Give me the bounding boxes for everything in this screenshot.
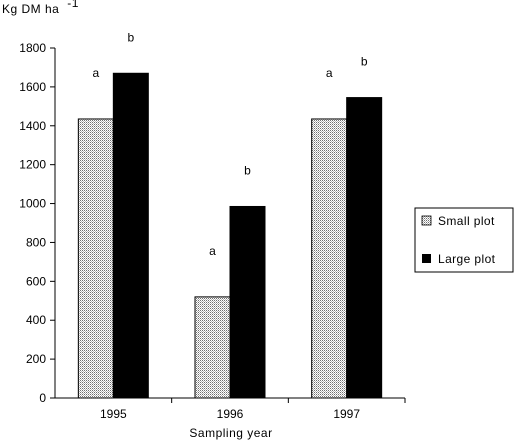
y-tick-label: 1000 <box>19 197 46 211</box>
y-tick-label: 1400 <box>19 119 46 133</box>
bar-large-plot <box>346 97 383 399</box>
bar-small-plot <box>77 118 114 399</box>
significance-letter: a <box>92 66 99 80</box>
legend: Small plot Large plot <box>414 207 514 273</box>
y-tick-label: 800 <box>26 235 46 249</box>
significance-letter: b <box>127 30 134 44</box>
legend-swatch-small-plot <box>421 215 432 226</box>
bar-small-plot <box>194 296 231 399</box>
bar-large-plot <box>229 205 266 399</box>
x-tick-label: 1995 <box>100 407 127 421</box>
significance-letter: a <box>326 66 333 80</box>
bar-small-plot <box>311 118 348 399</box>
legend-swatch-large-plot <box>422 254 431 263</box>
significance-letters: a b a b a b <box>92 30 367 258</box>
x-axis-title: Sampling year <box>189 426 272 440</box>
y-tick-label: 1200 <box>19 158 46 172</box>
y-tick-label: 1600 <box>19 80 46 94</box>
x-tick-label: 1996 <box>217 407 244 421</box>
legend-label-large-plot: Large plot <box>438 252 496 266</box>
y-tick-label: 0 <box>39 391 46 405</box>
x-tick-label: 1997 <box>333 407 360 421</box>
y-tick-label: 600 <box>26 274 46 288</box>
significance-letter: a <box>209 244 216 258</box>
significance-letter: b <box>244 163 251 177</box>
y-axis-title-superscript: -1 <box>67 0 79 10</box>
bars <box>77 72 383 399</box>
y-axis-title-main: Kg DM ha <box>2 2 59 16</box>
significance-letter: b <box>361 55 368 69</box>
y-axis-ticks: 0 200 400 600 800 1000 1200 1400 1600 1800 <box>19 41 55 405</box>
bar-large-plot <box>112 72 149 399</box>
legend-label-small-plot: Small plot <box>438 214 495 228</box>
y-tick-label: 400 <box>26 313 46 327</box>
y-tick-label: 1800 <box>19 41 46 55</box>
x-axis-ticks: 1995 1996 1997 <box>100 398 406 421</box>
legend-box <box>414 207 514 273</box>
y-tick-label: 200 <box>26 352 46 366</box>
y-axis-title: Kg DM ha -1 <box>2 0 79 16</box>
